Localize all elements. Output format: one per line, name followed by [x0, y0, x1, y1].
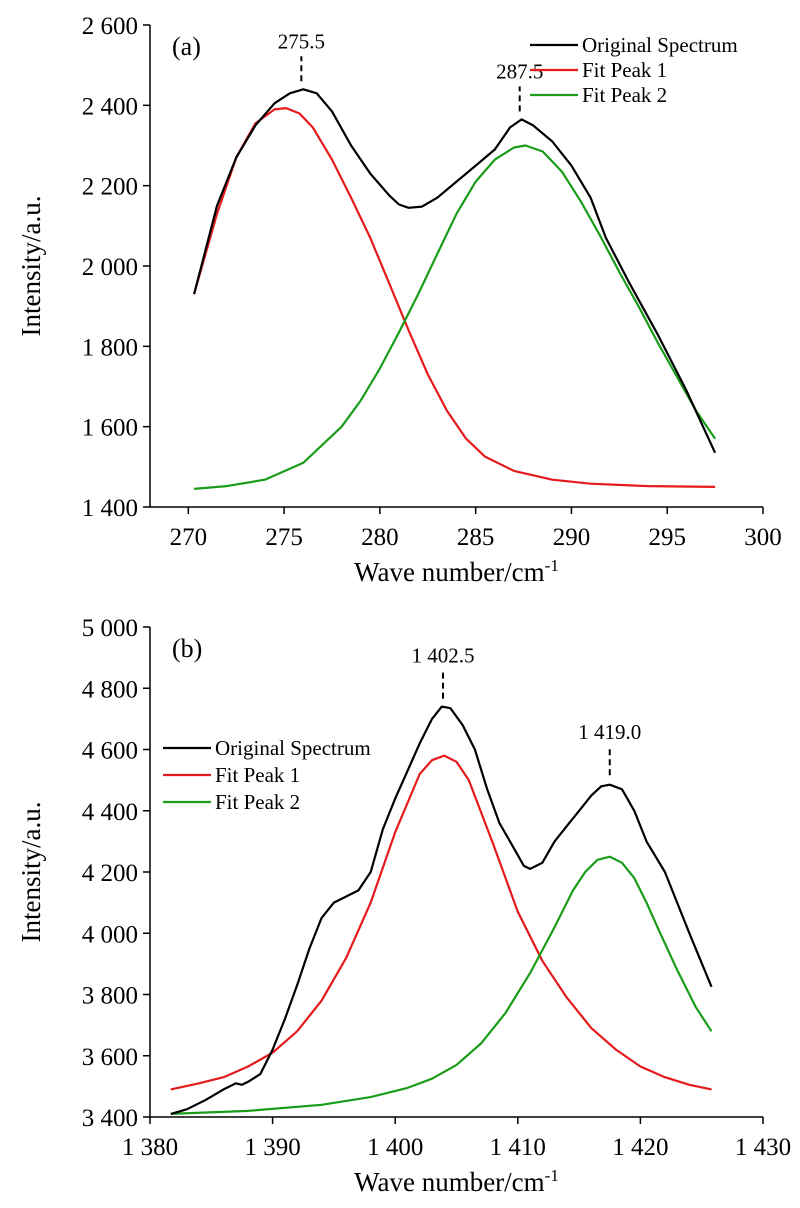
y-tick-label: 1 800 — [82, 334, 138, 361]
y-tick-label: 4 800 — [82, 676, 138, 703]
series-line-original-spectrum — [170, 705, 713, 1115]
x-tick-label: 285 — [457, 524, 495, 551]
legend-label: Fit Peak 2 — [215, 790, 300, 814]
x-tick-label: 300 — [744, 524, 782, 551]
x-axis-title-text: Wave number/cm — [354, 1167, 545, 1197]
peak-annotation: 287.5 — [496, 59, 543, 83]
legend-label: Fit Peak 2 — [582, 83, 667, 107]
y-tick-label: 2 600 — [82, 13, 138, 40]
x-axis-title-superscript: -1 — [545, 1166, 559, 1185]
y-tick-label: 1 600 — [82, 415, 138, 442]
y-tick-label: 2 200 — [82, 174, 138, 201]
x-tick-label: 290 — [553, 524, 591, 551]
y-axis-title: Intensity/a.u. — [16, 196, 46, 337]
y-tick-label: 1 400 — [82, 495, 138, 522]
y-tick-label: 3 800 — [82, 983, 138, 1010]
y-tick-label: 5 000 — [82, 615, 138, 642]
x-axis-title: Wave number/cm-1 — [354, 1166, 559, 1197]
x-tick-label: 1 390 — [244, 1134, 300, 1161]
y-tick-label: 2 000 — [82, 254, 138, 281]
series-line-fit-peak-1 — [193, 107, 716, 488]
x-axis-title-text: Wave number/cm — [354, 557, 545, 587]
y-tick-label: 4 000 — [82, 921, 138, 948]
panel-b: 1 380 1 390 1 400 1 410 1 420 1 430 3 400 3 600… — [16, 615, 791, 1197]
panel-label: (a) — [172, 32, 201, 61]
x-tick-label: 295 — [648, 524, 686, 551]
x-tick-label: 1 410 — [490, 1134, 546, 1161]
legend-label: Fit Peak 1 — [215, 763, 300, 787]
x-tick-label: 280 — [361, 524, 399, 551]
y-tick-label: 2 400 — [82, 93, 138, 120]
legend: Original Spectrum Fit Peak 1 Fit Peak 2 — [163, 736, 371, 814]
y-tick-label: 4 600 — [82, 738, 138, 765]
series-line-fit-peak-2 — [170, 855, 713, 1115]
panel-label: (b) — [172, 634, 202, 663]
x-tick-label: 1 400 — [367, 1134, 423, 1161]
x-tick-label: 275 — [265, 524, 303, 551]
x-tick-label: 1 380 — [122, 1134, 178, 1161]
y-axis-title: Intensity/a.u. — [16, 802, 46, 943]
x-tick-label: 270 — [170, 524, 208, 551]
x-tick-label: 1 420 — [612, 1134, 668, 1161]
y-tick-label: 4 400 — [82, 799, 138, 826]
peak-annotation: 275.5 — [278, 29, 325, 53]
legend-label: Fit Peak 1 — [582, 58, 667, 82]
x-tick-label: 1 430 — [735, 1134, 791, 1161]
legend-label: Original Spectrum — [215, 736, 371, 760]
y-tick-label: 4 200 — [82, 860, 138, 887]
series-line-fit-peak-1 — [170, 754, 712, 1091]
peak-annotation: 1 419.0 — [578, 720, 641, 744]
series-line-fit-peak-2 — [194, 144, 717, 490]
peak-annotation: 1 402.5 — [412, 644, 475, 668]
series-line-original-spectrum — [193, 88, 717, 454]
y-tick-label: 3 600 — [82, 1044, 138, 1071]
x-axis-title: Wave number/cm-1 — [354, 556, 559, 587]
y-tick-label: 3 400 — [82, 1105, 138, 1132]
legend-label: Original Spectrum — [582, 33, 738, 57]
x-axis-title-superscript: -1 — [545, 556, 559, 575]
panel-a: 270 275 280 285 290 295 300 1 400 1 600 1 800 2 00… — [16, 13, 782, 587]
